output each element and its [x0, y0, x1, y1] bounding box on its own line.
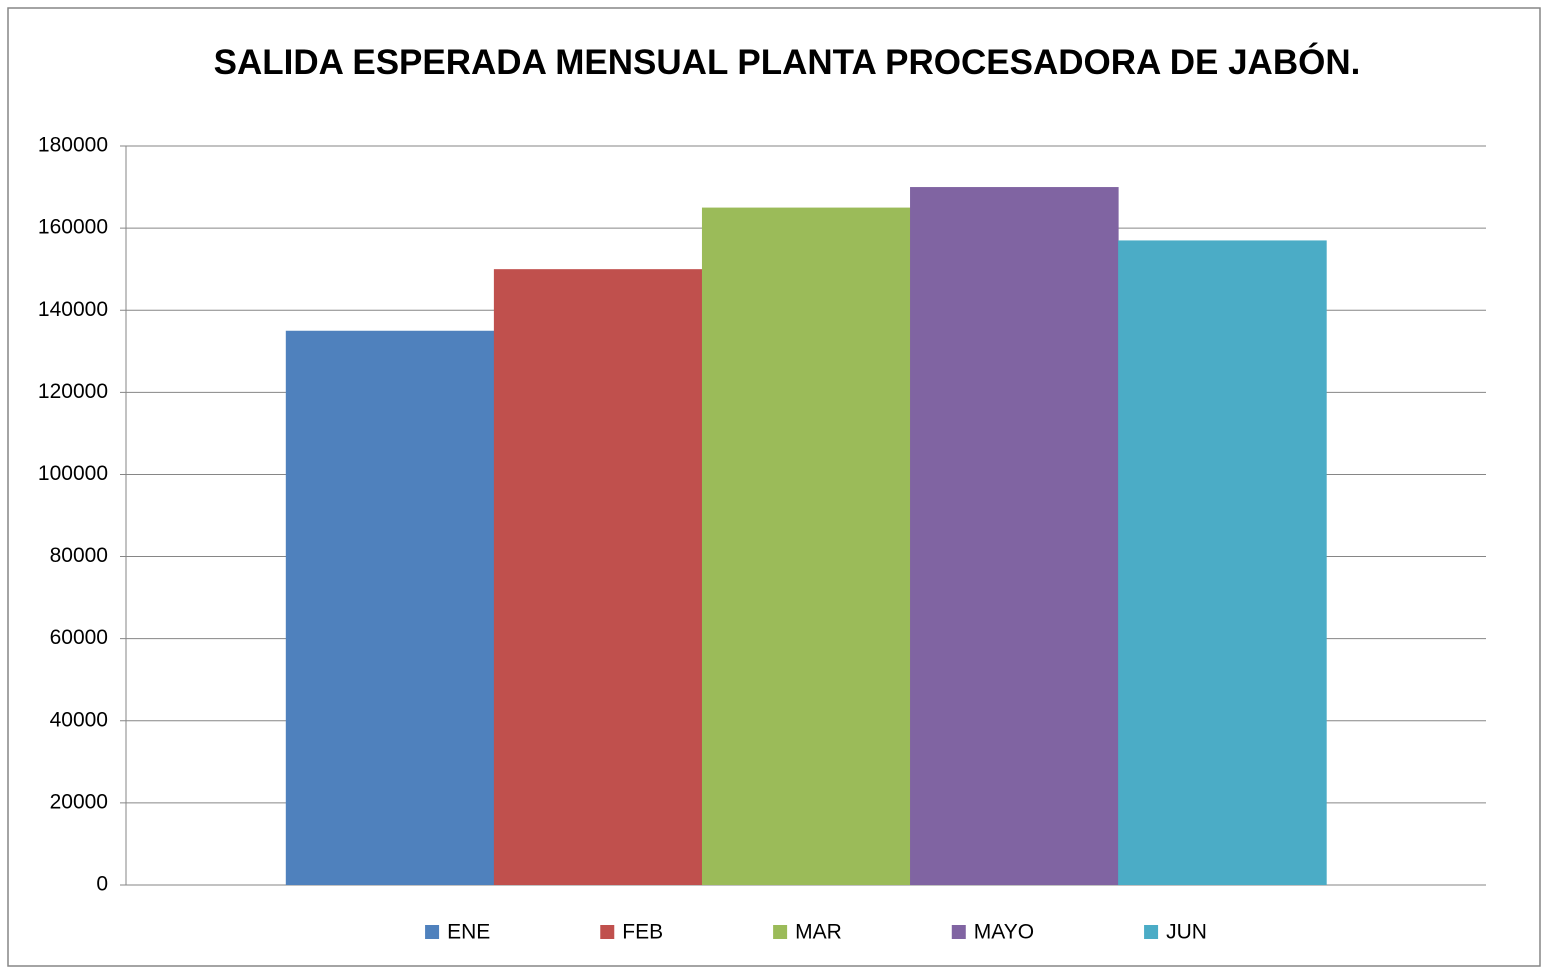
bar [493, 269, 703, 886]
y-tick-label: 60000 [50, 626, 108, 649]
legend-label: MAR [795, 921, 842, 944]
y-tick-label: 20000 [50, 790, 108, 813]
bar [285, 330, 495, 885]
y-tick-label: 120000 [38, 380, 108, 403]
legend-swatch [600, 925, 615, 939]
bar [910, 187, 1119, 886]
y-tick-label: 0 [96, 873, 108, 896]
legend-swatch [951, 925, 966, 939]
y-tick-label: 140000 [38, 298, 108, 321]
y-tick-label: 80000 [50, 544, 108, 567]
y-tick-label: 40000 [50, 708, 108, 731]
y-tick-label: 100000 [38, 462, 108, 485]
legend-swatch [773, 925, 788, 939]
legend-label: FEB [622, 921, 663, 944]
legend-label: MAYO [974, 921, 1034, 944]
y-tick-label: 180000 [38, 134, 108, 157]
legend-label: JUN [1166, 921, 1207, 944]
bar [1118, 240, 1327, 885]
legend-swatch [425, 925, 440, 939]
y-tick-label: 160000 [38, 216, 108, 239]
legend-label: ENE [447, 921, 490, 944]
bar [701, 207, 911, 886]
legend-swatch [1144, 925, 1159, 939]
chart-title: SALIDA ESPERADA MENSUAL PLANTA PROCESADO… [213, 43, 1361, 82]
